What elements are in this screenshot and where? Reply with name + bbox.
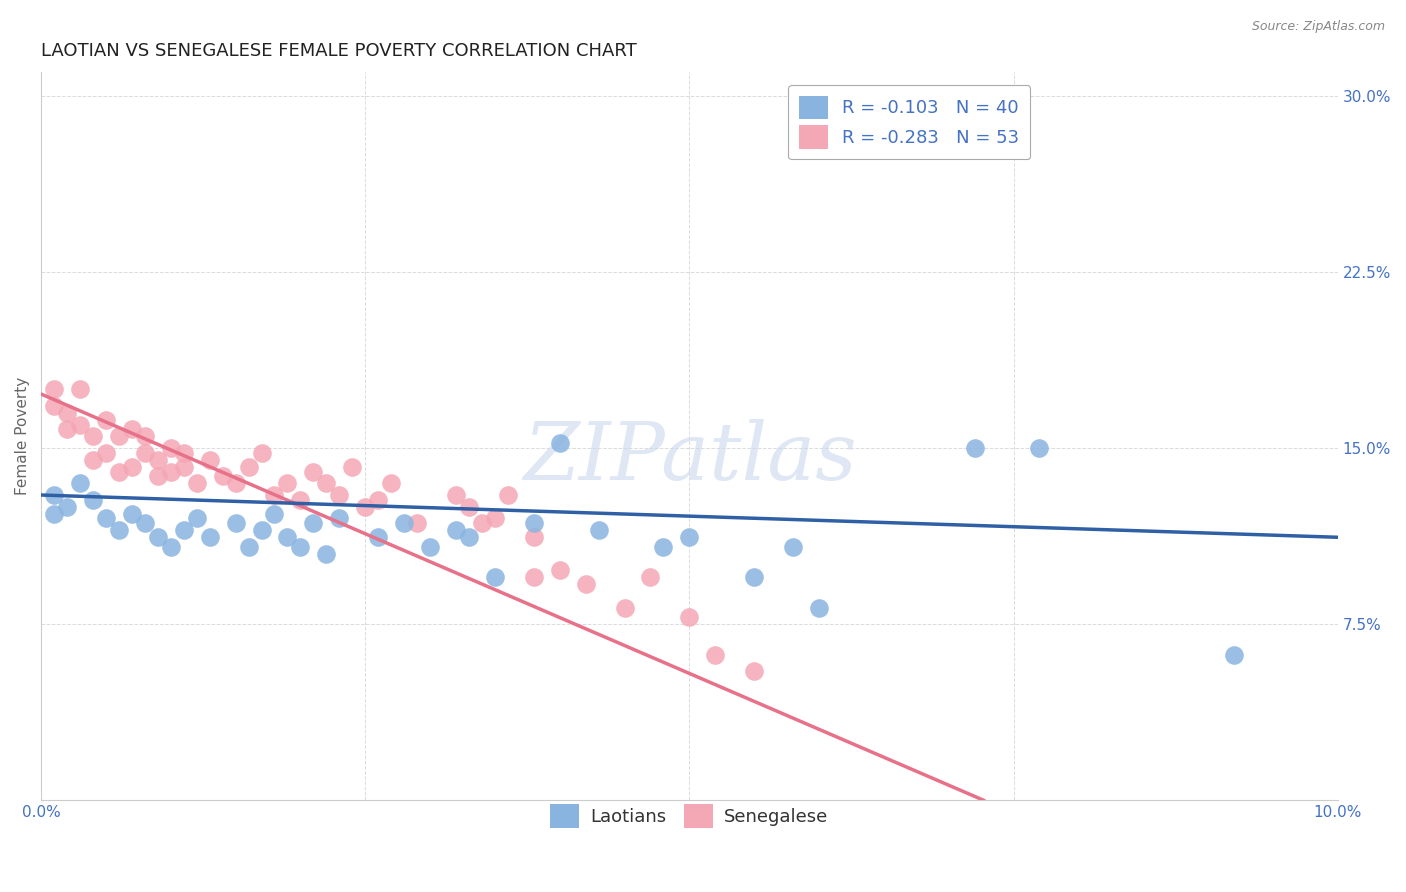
Point [302,465,325,479]
Point [159,465,181,479]
Point [94,446,117,460]
Point [198,530,221,544]
Y-axis label: Female Poverty: Female Poverty [15,377,30,495]
Point [588,523,610,537]
Point [42,383,65,397]
Point [69,383,91,397]
Point [263,488,285,502]
Point [225,516,247,531]
Point [173,459,195,474]
Point [159,441,181,455]
Point [94,511,117,525]
Point [42,399,65,413]
Point [678,610,700,624]
Point [94,413,117,427]
Point [484,511,506,525]
Point [263,507,285,521]
Point [523,516,546,531]
Point [42,488,65,502]
Point [173,523,195,537]
Point [458,500,481,514]
Point [963,441,986,455]
Point [82,452,104,467]
Point [302,516,325,531]
Point [250,446,273,460]
Point [328,511,350,525]
Point [367,530,389,544]
Point [238,540,260,554]
Point [652,540,675,554]
Point [328,488,350,502]
Point [250,523,273,537]
Text: LAOTIAN VS SENEGALESE FEMALE POVERTY CORRELATION CHART: LAOTIAN VS SENEGALESE FEMALE POVERTY COR… [41,42,637,60]
Point [159,540,181,554]
Point [276,476,298,491]
Point [69,417,91,432]
Point [704,648,727,662]
Point [134,516,156,531]
Point [56,406,79,420]
Text: ZIPatlas: ZIPatlas [523,419,856,497]
Point [146,469,169,483]
Point [186,476,208,491]
Point [121,507,143,521]
Point [69,476,91,491]
Point [548,563,571,577]
Point [290,492,312,507]
Point [56,422,79,436]
Point [238,459,260,474]
Point [198,452,221,467]
Point [392,516,415,531]
Point [134,429,156,443]
Point [444,488,467,502]
Point [575,577,598,591]
Point [742,570,765,584]
Point [1223,648,1246,662]
Point [342,459,364,474]
Point [146,452,169,467]
Point [108,429,131,443]
Point [108,465,131,479]
Point [406,516,429,531]
Point [42,507,65,521]
Point [173,446,195,460]
Point [82,429,104,443]
Point [523,530,546,544]
Point [315,476,337,491]
Point [613,600,636,615]
Point [276,530,298,544]
Point [458,530,481,544]
Point [134,446,156,460]
Point [82,492,104,507]
Point [419,540,441,554]
Point [548,436,571,450]
Point [640,570,662,584]
Point [290,540,312,554]
Point [146,530,169,544]
Point [56,500,79,514]
Point [496,488,519,502]
Point [1028,441,1050,455]
Point [367,492,389,507]
Text: Source: ZipAtlas.com: Source: ZipAtlas.com [1251,20,1385,33]
Point [782,540,804,554]
Point [121,459,143,474]
Legend: Laotians, Senegalese: Laotians, Senegalese [543,797,835,835]
Point [225,476,247,491]
Point [108,523,131,537]
Point [742,664,765,678]
Point [121,422,143,436]
Point [678,530,700,544]
Point [186,511,208,525]
Point [354,500,377,514]
Point [380,476,402,491]
Point [471,516,494,531]
Point [315,547,337,561]
Point [484,570,506,584]
Point [808,600,831,615]
Point [523,570,546,584]
Point [444,523,467,537]
Point [211,469,233,483]
